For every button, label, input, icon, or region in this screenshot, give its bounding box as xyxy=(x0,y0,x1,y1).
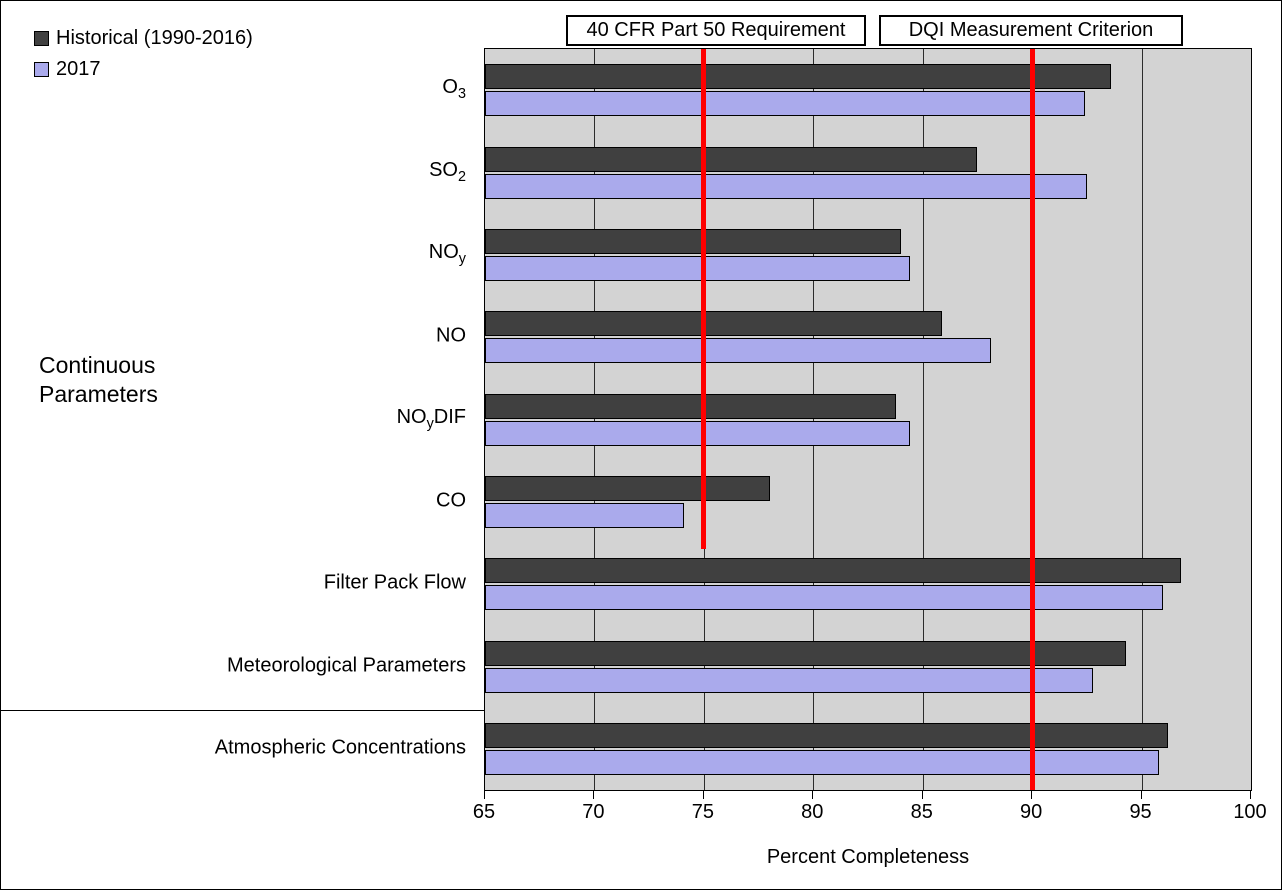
tick-label-65: 65 xyxy=(472,801,496,823)
bar-historical-so2 xyxy=(485,146,978,172)
bar-historical-atmospheric-concentrations xyxy=(485,722,1168,748)
reference-line-75 xyxy=(701,49,707,549)
bar-2017-co xyxy=(485,502,685,528)
tick-mark-75 xyxy=(702,791,704,799)
bar-historical-filter-pack-flow xyxy=(485,558,1181,584)
tick-label-100: 100 xyxy=(1233,801,1267,823)
gridline-95 xyxy=(1141,49,1143,790)
bar-historical-meteorological-parameters xyxy=(485,640,1127,666)
tick-mark-90 xyxy=(1031,791,1033,799)
tick-label-85: 85 xyxy=(910,801,933,823)
cfr-requirement-box: 40 CFR Part 50 Requirement xyxy=(566,15,866,46)
legend-label-historical: Historical (1990-2016) xyxy=(56,27,253,49)
group-separator-line xyxy=(1,710,484,711)
category-label-atmospheric-concentrations: Atmospheric Concentrations xyxy=(214,736,466,759)
group-label-line2: Parameters xyxy=(39,381,158,407)
bar-2017-no xyxy=(485,338,991,364)
bar-historical-o3 xyxy=(485,64,1111,90)
bar-2017-filter-pack-flow xyxy=(485,585,1164,611)
bar-2017-o3 xyxy=(485,91,1085,117)
reference-line-90 xyxy=(1029,49,1035,790)
bar-2017-noy xyxy=(485,255,910,281)
tick-label-95: 95 xyxy=(1129,801,1152,823)
legend-swatch-2017 xyxy=(34,62,49,77)
x-axis-title: Percent Completeness xyxy=(766,846,970,868)
category-label-so2: SO2 xyxy=(429,158,466,185)
category-label-co: CO xyxy=(436,489,466,512)
category-label-meteorological-parameters: Meteorological Parameters xyxy=(227,654,466,676)
tick-label-80: 80 xyxy=(801,801,824,823)
bar-2017-meteorological-parameters xyxy=(485,667,1094,693)
tick-label-90: 90 xyxy=(1020,801,1043,823)
bar-historical-noydif xyxy=(485,393,897,419)
category-label-filter-pack-flow: Filter Pack Flow xyxy=(323,571,466,594)
gridline-70 xyxy=(594,49,596,790)
category-label-noy: NOy xyxy=(428,240,466,267)
legend: Historical (1990-2016) 2017 xyxy=(34,27,253,89)
category-labels: O3 SO2 NOy NO NOyDIF CO Filter Pack Flow Meteor… xyxy=(1,48,474,791)
bar-historical-co xyxy=(485,475,770,501)
bar-historical-noy xyxy=(485,228,901,254)
bar-2017-noydif xyxy=(485,420,910,446)
gridline-80 xyxy=(813,49,815,790)
tick-mark-100 xyxy=(1250,791,1251,799)
plot-area xyxy=(484,48,1252,791)
tick-label-70: 70 xyxy=(582,801,605,823)
legend-item-2017: 2017 xyxy=(34,58,253,81)
bar-2017-so2 xyxy=(485,173,1087,199)
legend-swatch-historical xyxy=(34,31,49,46)
bar-historical-no xyxy=(485,311,943,337)
tick-mark-70 xyxy=(593,791,595,799)
category-label-o3: O3 xyxy=(442,76,466,103)
category-label-no: NO xyxy=(436,324,466,347)
gridline-85 xyxy=(922,49,924,790)
bar-2017-atmospheric-concentrations xyxy=(485,749,1160,775)
category-label-noydif: NOyDIF xyxy=(396,405,466,432)
tick-mark-85 xyxy=(921,791,923,799)
tick-label-75: 75 xyxy=(691,801,714,823)
legend-item-historical: Historical (1990-2016) xyxy=(34,27,253,50)
group-label-line1: Continuous xyxy=(39,352,156,378)
x-axis-tick-labels: 65 70 75 80 85 90 95 100 xyxy=(473,791,1267,833)
tick-mark-95 xyxy=(1140,791,1142,799)
tick-mark-65 xyxy=(484,791,485,799)
tick-mark-80 xyxy=(812,791,814,799)
dqi-criterion-box: DQI Measurement Criterion xyxy=(879,15,1183,46)
group-label-continuous-parameters: Continuous Parameters xyxy=(39,351,158,409)
legend-label-2017: 2017 xyxy=(56,58,101,80)
